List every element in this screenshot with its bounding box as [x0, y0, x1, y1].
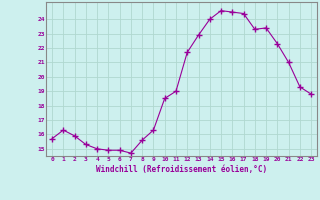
X-axis label: Windchill (Refroidissement éolien,°C): Windchill (Refroidissement éolien,°C): [96, 165, 267, 174]
